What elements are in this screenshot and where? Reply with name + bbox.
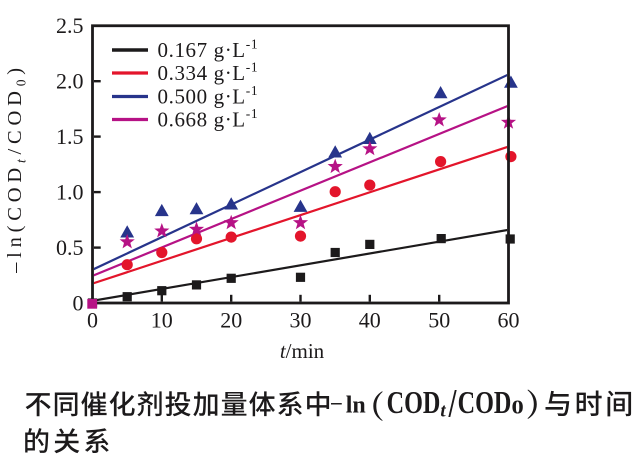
svg-text:–ln(CODt/COD0): –ln(CODt/COD0) (4, 63, 29, 274)
svg-text:10: 10 (151, 308, 173, 333)
svg-text:0.167 g·L-1: 0.167 g·L-1 (158, 37, 259, 63)
svg-text:1.5: 1.5 (56, 124, 84, 149)
svg-text:0.500 g·L-1: 0.500 g·L-1 (158, 83, 259, 109)
svg-text:40: 40 (359, 308, 381, 333)
svg-text:0.334 g·L-1: 0.334 g·L-1 (158, 60, 259, 86)
svg-text:0: 0 (512, 396, 524, 418)
svg-text:60: 60 (498, 308, 520, 333)
svg-text:–: – (330, 390, 342, 414)
svg-text:0.668 g·L-1: 0.668 g·L-1 (158, 106, 259, 132)
svg-text:0: 0 (73, 290, 84, 315)
svg-text:0: 0 (87, 308, 98, 333)
svg-text:ln: ln (346, 393, 366, 419)
svg-text:2.0: 2.0 (56, 69, 84, 94)
svg-text:/: / (448, 382, 457, 426)
svg-text:0.5: 0.5 (56, 235, 84, 260)
svg-text:30: 30 (290, 308, 312, 333)
svg-text:50: 50 (428, 308, 450, 333)
svg-text:20: 20 (220, 308, 242, 333)
svg-text:COD: COD (458, 386, 512, 421)
svg-text:2.5: 2.5 (56, 13, 84, 38)
svg-text:t/min: t/min (280, 339, 325, 363)
svg-text:COD: COD (387, 386, 441, 421)
svg-text:t: t (440, 401, 446, 422)
svg-text:1.0: 1.0 (56, 180, 84, 205)
